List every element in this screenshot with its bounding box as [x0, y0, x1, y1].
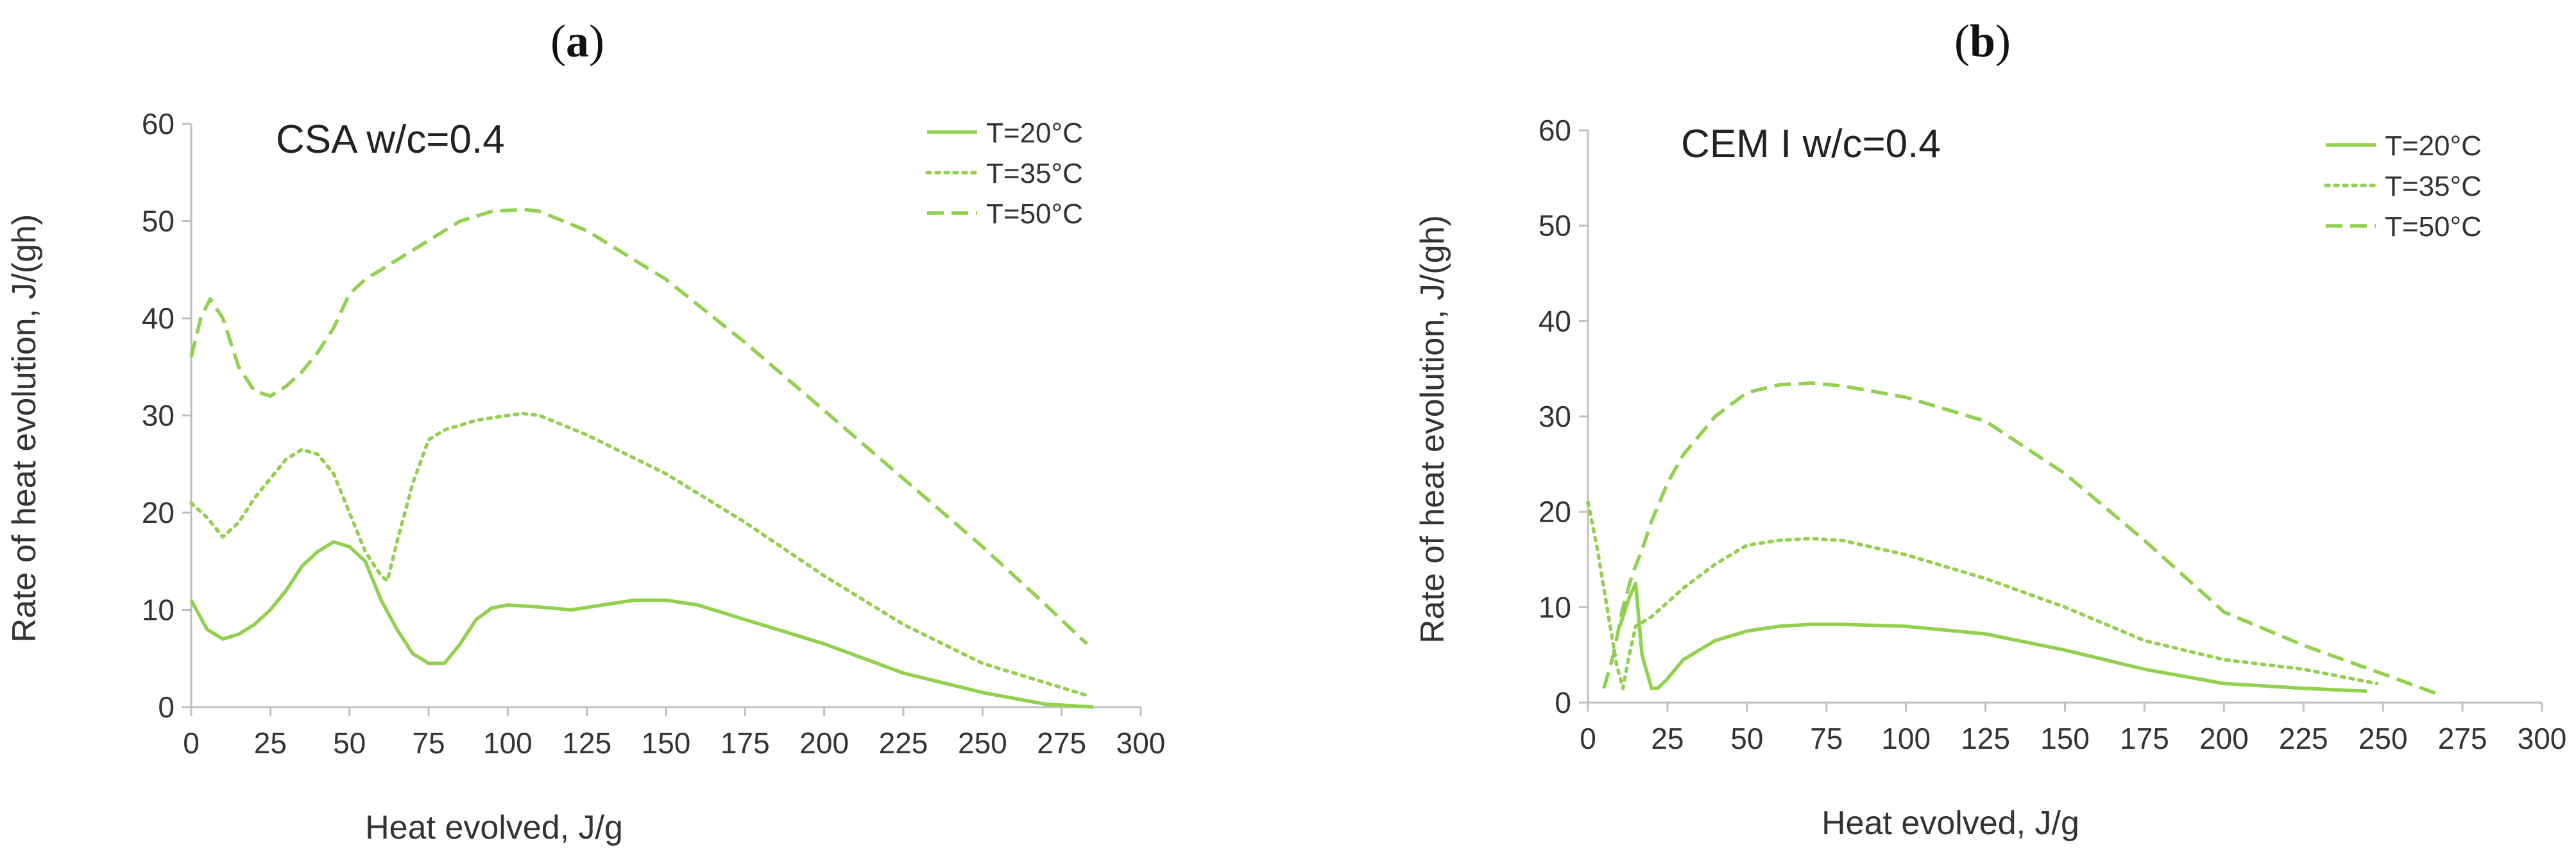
- x-tick-label-a: 300: [1116, 726, 1166, 760]
- legend-label-b: T=50°C: [2385, 211, 2482, 243]
- y-axis-title-a: Rate of heat evolution, J/(gh): [6, 214, 43, 643]
- y-axis-title-b: Rate of heat evolution, J/(gh): [1414, 215, 1451, 644]
- legend-label-b: T=35°C: [2385, 171, 2482, 202]
- legend-label-b: T=20°C: [2385, 130, 2482, 162]
- series-line-dashed-a: [189, 207, 1088, 645]
- y-tick-label-b: 60: [1539, 114, 1571, 147]
- y-tick-label-a: 40: [142, 302, 175, 335]
- x-tick-label-b: 250: [2358, 722, 2408, 755]
- series-line-solid-a: [189, 540, 1094, 709]
- series-line-solid-b: [1617, 581, 2367, 693]
- legend-label-a: T=20°C: [986, 117, 1083, 149]
- x-tick-label-a: 175: [721, 726, 770, 760]
- x-tick-label-a: 100: [483, 726, 533, 760]
- x-tick-label-a: 75: [412, 726, 445, 760]
- chart-b: 0 25 50 75 100 125 150 175 200 225 250 275 300 0 10 20 3…: [1414, 114, 2566, 842]
- y-tick-label-b: 30: [1539, 400, 1571, 433]
- x-tick-label-b: 275: [2438, 722, 2487, 755]
- y-tick-label-a: 10: [142, 594, 175, 627]
- series-line-dotted-a: [189, 411, 1089, 697]
- x-axis-title-b: Heat evolved, J/g: [1821, 805, 2079, 842]
- y-tick-label-b: 50: [1539, 209, 1571, 243]
- x-tick-label-b: 150: [2040, 722, 2090, 755]
- x-tick-label-a: 25: [254, 726, 287, 760]
- x-tick-label-a: 0: [183, 726, 200, 760]
- x-tick-label-b: 175: [2120, 722, 2169, 755]
- x-tick-label-b: 125: [1961, 722, 2010, 755]
- x-tick-label-b: 225: [2279, 722, 2328, 755]
- panel-label-b: (b): [1954, 15, 2011, 67]
- x-tick-label-a: 225: [879, 726, 928, 760]
- x-tick-label-a: 150: [642, 726, 691, 760]
- chart-a: 0 25 50 75 100 125 150 175 200 225 250 275 300 0 10 20 3…: [6, 107, 1165, 846]
- x-tick-label-a: 250: [958, 726, 1007, 760]
- legend-label-a: T=50°C: [986, 198, 1083, 230]
- x-tick-label-b: 0: [1580, 722, 1596, 755]
- y-tick-label-a: 60: [142, 107, 175, 141]
- x-tick-label-b: 50: [1730, 722, 1763, 755]
- x-axis-title-a: Heat evolved, J/g: [365, 809, 623, 846]
- y-tick-label-a: 0: [158, 690, 175, 724]
- y-tick-label-a: 20: [142, 496, 175, 529]
- y-tick-label-b: 40: [1539, 304, 1571, 338]
- x-tick-label-b: 200: [2199, 722, 2249, 755]
- x-tick-label-b: 25: [1651, 722, 1684, 755]
- x-tick-label-a: 200: [799, 726, 849, 760]
- x-tick-label-a: 275: [1037, 726, 1086, 760]
- chart-title-a: CSA w/c=0.4: [276, 117, 505, 162]
- chart-title-b: CEM I w/c=0.4: [1681, 122, 1941, 166]
- x-tick-label-b: 300: [2518, 722, 2567, 755]
- x-tick-label-b: 100: [1881, 722, 1931, 755]
- x-tick-label-b: 75: [1810, 722, 1843, 755]
- y-tick-label-b: 20: [1539, 495, 1571, 529]
- series-line-dashed-b: [1602, 381, 2441, 697]
- legend-label-a: T=35°C: [986, 158, 1083, 189]
- y-tick-label-b: 0: [1555, 686, 1571, 719]
- panel-label-a: (a): [550, 15, 604, 67]
- x-tick-label-a: 125: [562, 726, 611, 760]
- x-tick-label-a: 50: [333, 726, 366, 760]
- series-line-dotted-b: [1586, 500, 2379, 690]
- y-tick-label-a: 30: [142, 399, 175, 432]
- y-tick-label-b: 10: [1539, 590, 1571, 624]
- y-tick-label-a: 50: [142, 205, 175, 238]
